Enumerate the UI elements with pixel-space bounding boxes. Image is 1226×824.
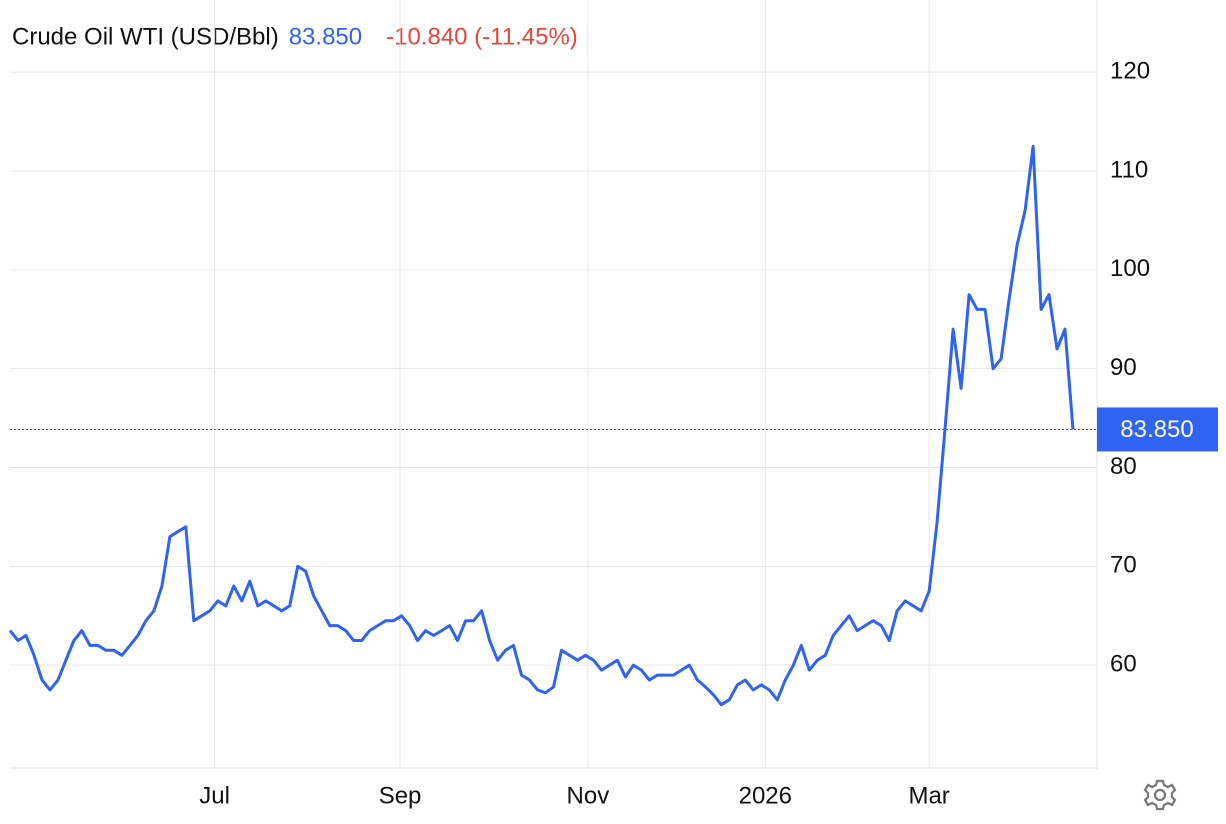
y-tick-label: 70 (1110, 552, 1137, 579)
last-price: 83.850 (289, 23, 362, 50)
y-tick-label: 120 (1110, 58, 1150, 85)
last-price-label: 83.850 (1120, 416, 1193, 443)
x-tick-label: Mar (908, 782, 949, 809)
x-tick-label: 2026 (739, 782, 792, 809)
price-change: -10.840 (-11.45%) (386, 23, 578, 50)
y-tick-label: 110 (1110, 156, 1148, 183)
x-tick-label: Jul (199, 782, 230, 809)
settings-icon[interactable] (1143, 779, 1177, 811)
x-tick-label: Sep (379, 782, 422, 809)
y-tick-label: 80 (1110, 453, 1137, 480)
price-line (8, 144, 1075, 707)
y-tick-label: 60 (1110, 651, 1137, 678)
y-tick-label: 100 (1110, 255, 1150, 282)
chart-title: Crude Oil WTI (USD/Bbl) (12, 23, 279, 50)
last-price-box (1097, 407, 1218, 452)
y-tick-label: 90 (1110, 354, 1137, 381)
x-tick-label: Nov (567, 782, 610, 809)
